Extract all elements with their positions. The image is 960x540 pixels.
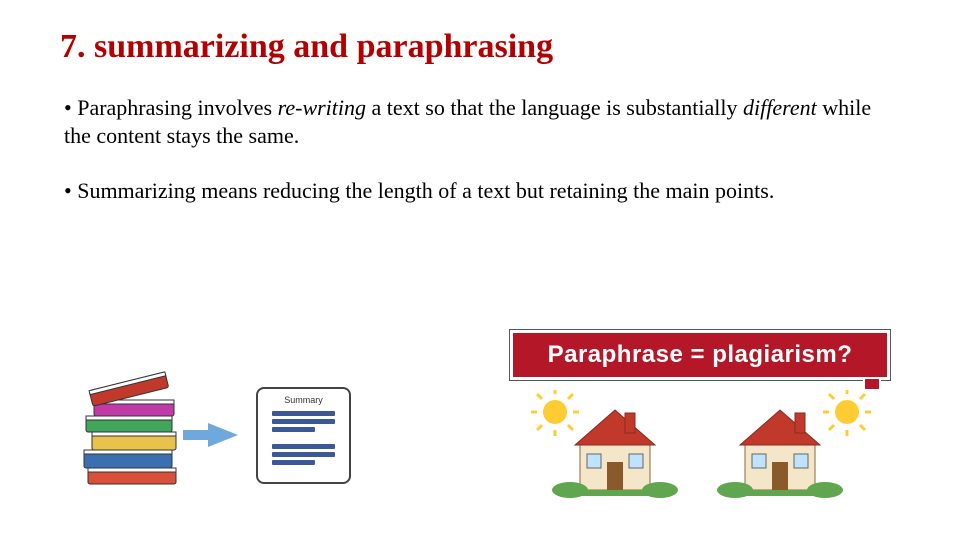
- doc-line: [272, 419, 335, 424]
- banner-corner-icon: [863, 377, 881, 391]
- arrow-icon: [208, 423, 238, 447]
- slide: 7. summarizing and paraphrasing Paraphra…: [0, 0, 960, 205]
- doc-line: [272, 444, 335, 449]
- doc-line: [272, 452, 335, 457]
- summary-caption: Summary: [268, 395, 339, 405]
- doc-line: [272, 411, 335, 416]
- summary-document-icon: Summary: [256, 387, 351, 484]
- bullet-1: Paraphrasing involves re-writing a text …: [60, 94, 900, 149]
- bullet-2: Summarizing means reducing the length of…: [60, 177, 900, 205]
- bullet1-pre: Paraphrasing involves: [77, 95, 277, 120]
- bullet1-mid: a text so that the language is substanti…: [366, 95, 743, 120]
- bullet1-italic-1: re-writing: [278, 95, 366, 120]
- summary-illustration: Summary: [70, 370, 351, 500]
- banner-text: Paraphrase = plagiarism?: [548, 341, 853, 368]
- doc-line: [272, 460, 315, 465]
- houses-row: [510, 390, 890, 500]
- paraphrase-banner: Paraphrase = plagiarism?: [510, 330, 890, 380]
- house-scene-2: [715, 390, 875, 500]
- books-stack-icon: [70, 370, 190, 500]
- illustrations-row: Summary Paraphrase = plagiarism?: [70, 330, 890, 500]
- bullet1-italic-2: different: [743, 95, 817, 120]
- doc-line: [272, 427, 315, 432]
- paraphrase-illustration: Paraphrase = plagiarism?: [510, 330, 890, 500]
- slide-title: 7. summarizing and paraphrasing: [60, 28, 900, 66]
- house-scene-1: [525, 390, 685, 500]
